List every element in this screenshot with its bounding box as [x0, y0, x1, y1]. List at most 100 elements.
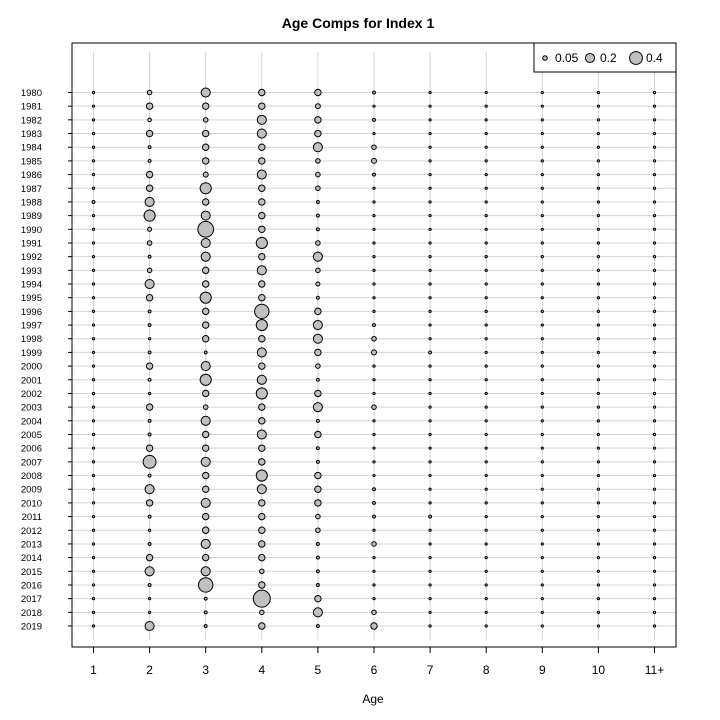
- bubble-2011-age-3: [201, 512, 210, 521]
- bubble-2006-age-8: [484, 446, 488, 450]
- bubble-1998-age-1: [91, 337, 96, 341]
- bubble-1994-age-7: [428, 282, 432, 286]
- bubble-1983-age-3: [201, 129, 210, 138]
- y-tick-label: 1998: [21, 334, 42, 345]
- bubble-1990-age-5: [315, 227, 320, 232]
- x-tick-label: 4: [258, 663, 265, 677]
- bubble-2013-age-4: [258, 540, 266, 548]
- bubble-2019-age-7: [428, 624, 432, 628]
- bubble-1985-age-5: [315, 158, 321, 164]
- bubble-2015-age-9: [540, 569, 544, 573]
- bubble-2014-age-8: [484, 556, 488, 560]
- x-tick-label: 3: [202, 663, 209, 677]
- bubble-2013-age-10: [596, 542, 601, 546]
- bubble-2010-age-1: [91, 501, 96, 505]
- bubble-2000-age-4: [258, 362, 266, 370]
- y-tick-label: 2017: [21, 594, 42, 605]
- bubble-1999-age-11+: [652, 350, 657, 355]
- bubble-1980-age-3: [200, 87, 211, 98]
- bubble-1996-age-7: [428, 309, 432, 313]
- bubble-1999-age-7: [428, 350, 433, 355]
- bubble-2004-age-4: [258, 417, 266, 425]
- bubble-2005-age-8: [484, 432, 488, 437]
- bubble-2015-age-10: [596, 569, 601, 573]
- bubble-1988-age-8: [484, 200, 488, 204]
- bubble-1995-age-1: [91, 296, 96, 300]
- y-tick-label: 2015: [21, 567, 42, 578]
- y-tick-label: 2010: [21, 498, 42, 509]
- bubble-1995-age-5: [315, 295, 320, 300]
- bubble-1995-age-8: [484, 296, 488, 300]
- bubble-2007-age-7: [428, 460, 432, 464]
- bubble-2009-age-1: [91, 487, 96, 491]
- bubble-2003-age-3: [202, 404, 209, 410]
- bubble-2015-age-3: [200, 566, 211, 577]
- bubble-2018-age-1: [91, 610, 96, 614]
- bubble-1987-age-5: [315, 185, 321, 192]
- bubble-2013-age-5: [315, 542, 320, 546]
- bubble-2011-age-2: [147, 514, 152, 519]
- bubble-1984-age-3: [201, 143, 210, 151]
- x-tick-label: 8: [483, 663, 490, 677]
- y-tick-label: 2018: [21, 608, 42, 619]
- bubble-2000-age-8: [484, 364, 488, 368]
- bubble-2001-age-4: [256, 374, 267, 385]
- bubble-1992-age-11+: [652, 255, 657, 259]
- bubble-2019-age-11+: [652, 624, 657, 628]
- bubble-2001-age-10: [596, 378, 601, 382]
- bubble-2000-age-10: [596, 364, 601, 368]
- bubble-2002-age-3: [201, 389, 210, 398]
- x-tick-label: 5: [315, 663, 322, 677]
- y-tick-label: 1982: [21, 115, 42, 126]
- bubble-2006-age-7: [428, 446, 432, 450]
- bubble-1993-age-10: [596, 268, 601, 272]
- bubble-2018-age-10: [596, 610, 601, 614]
- bubble-2001-age-11+: [652, 378, 657, 382]
- bubble-1982-age-6: [372, 117, 376, 122]
- bubble-2002-age-11+: [652, 391, 657, 396]
- bubble-2002-age-10: [596, 391, 601, 396]
- bubble-2019-age-6: [370, 622, 378, 630]
- bubble-2015-age-8: [484, 569, 488, 573]
- bubble-2012-age-2: [148, 528, 152, 532]
- y-tick-label: 1988: [21, 197, 42, 208]
- y-tick-label: 1980: [21, 88, 42, 99]
- bubble-1998-age-5: [312, 333, 323, 344]
- bubble-1993-age-2: [146, 267, 153, 274]
- bubble-2011-age-10: [596, 514, 601, 519]
- bubble-1985-age-2: [147, 158, 152, 163]
- bubble-1984-age-10: [596, 145, 601, 149]
- bubble-2000-age-9: [540, 364, 544, 368]
- bubble-1982-age-9: [540, 118, 544, 122]
- bubble-2012-age-1: [91, 528, 96, 532]
- bubble-2014-age-2: [145, 553, 154, 562]
- bubble-2017-age-3: [203, 596, 208, 601]
- bubble-1993-age-9: [540, 268, 544, 272]
- bubble-2003-age-5: [312, 402, 323, 413]
- x-tick-label: 2: [146, 663, 153, 677]
- bubble-1998-age-3: [201, 335, 210, 343]
- bubble-1990-age-4: [258, 225, 266, 234]
- bubble-1981-age-7: [428, 104, 432, 108]
- bubble-2002-age-2: [148, 391, 152, 396]
- bubble-2009-age-10: [596, 487, 601, 491]
- bubble-2001-age-8: [484, 378, 488, 382]
- bubble-2000-age-6: [372, 364, 376, 368]
- bubble-2010-age-10: [596, 501, 601, 505]
- bubble-2018-age-11+: [652, 610, 657, 614]
- bubble-1984-age-6: [371, 144, 377, 150]
- bubble-2018-age-2: [148, 610, 152, 614]
- bubble-1989-age-7: [428, 214, 432, 218]
- bubble-1981-age-10: [596, 104, 601, 108]
- bubble-1996-age-3: [201, 307, 210, 316]
- bubble-2009-age-7: [428, 487, 432, 491]
- bubble-1990-age-10: [596, 227, 601, 231]
- bubble-2001-age-5: [315, 377, 320, 382]
- bubble-2002-age-1: [91, 391, 96, 396]
- bubble-1996-age-10: [596, 309, 601, 313]
- bubble-1993-age-7: [428, 268, 432, 272]
- bubble-2013-age-11+: [652, 542, 657, 546]
- bubble-2006-age-4: [258, 444, 266, 452]
- bubble-2004-age-7: [428, 419, 432, 423]
- bubble-2017-age-7: [428, 597, 432, 601]
